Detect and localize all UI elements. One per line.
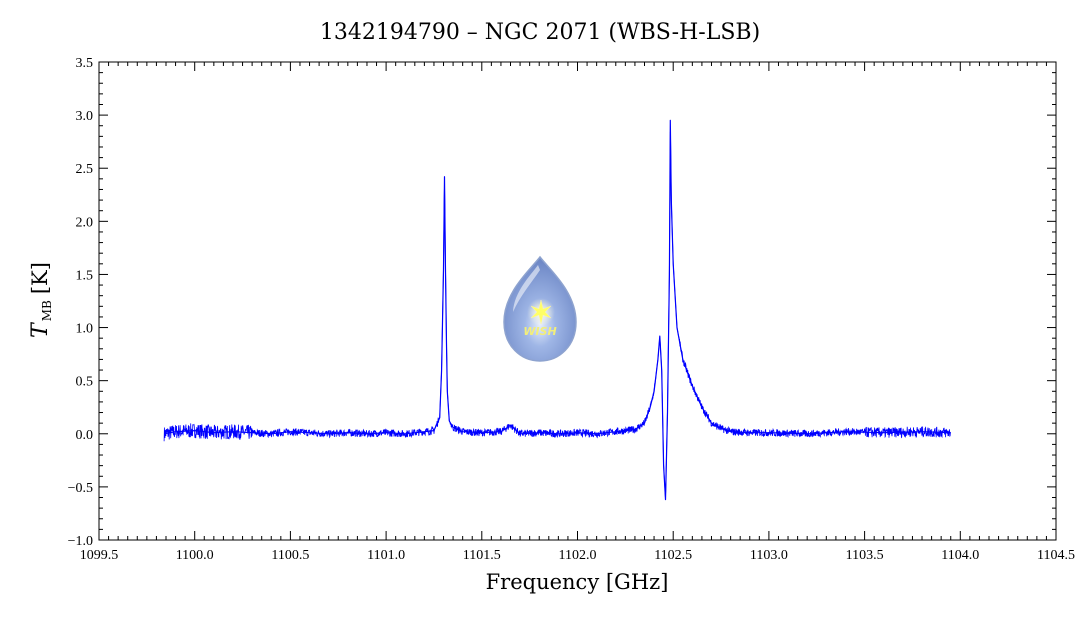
x-tick-label: 1104.5 bbox=[1037, 548, 1075, 563]
y-axis-label-unit: [K] bbox=[28, 262, 52, 294]
y-axis-label: TMB [K] bbox=[28, 262, 54, 338]
y-axis-label-subscript: MB bbox=[40, 300, 54, 321]
spectrum-noise bbox=[163, 131, 951, 498]
y-tick-label: 3.0 bbox=[76, 109, 94, 124]
y-tick-labels: −1.0 −0.5 0.0 0.5 1.0 1.5 2.0 2.5 3.0 3.5 bbox=[68, 56, 93, 549]
y-tick-label: 1.5 bbox=[76, 268, 94, 283]
wish-text: WISH bbox=[523, 325, 556, 338]
star-icon bbox=[530, 299, 552, 325]
x-tick-label: 1103.0 bbox=[750, 548, 788, 563]
y-tick-label: 2.5 bbox=[76, 162, 94, 177]
x-tick-label: 1101.5 bbox=[463, 548, 501, 563]
x-tick-labels: 1099.5 1100.0 1100.5 1101.0 1101.5 1102.0 1102… bbox=[80, 548, 1075, 563]
y-tick-label: 3.5 bbox=[76, 56, 94, 71]
x-tick-label: 1100.5 bbox=[271, 548, 309, 563]
y-tick-label: 1.0 bbox=[76, 322, 94, 337]
y-axis-label-symbol: T bbox=[28, 321, 53, 338]
x-tick-label: 1099.5 bbox=[80, 548, 119, 563]
x-tick-label: 1103.5 bbox=[846, 548, 884, 563]
svg-text:TMB[K]: TMB [K] bbox=[28, 262, 54, 338]
x-tick-label: 1101.0 bbox=[367, 548, 405, 563]
y-tick-label: 0.5 bbox=[76, 375, 94, 390]
chart-title: 1342194790 – NGC 2071 (WBS-H-LSB) bbox=[320, 20, 760, 45]
x-tick-label: 1100.0 bbox=[176, 548, 214, 563]
x-axis-label: Frequency [GHz] bbox=[486, 570, 669, 594]
x-tick-label: 1104.0 bbox=[941, 548, 979, 563]
y-tick-label: 2.0 bbox=[76, 215, 94, 230]
x-tick-label: 1102.0 bbox=[559, 548, 597, 563]
wish-logo: WISH bbox=[503, 255, 577, 362]
wish-drop-highlight bbox=[513, 265, 540, 312]
y-tick-label: 0.0 bbox=[76, 428, 94, 443]
x-tick-label: 1102.5 bbox=[654, 548, 692, 563]
plot-frame bbox=[98, 61, 1057, 541]
y-tick-label: −0.5 bbox=[68, 481, 93, 496]
axis-ticks bbox=[98, 61, 1057, 541]
y-tick-label: −1.0 bbox=[68, 534, 93, 549]
